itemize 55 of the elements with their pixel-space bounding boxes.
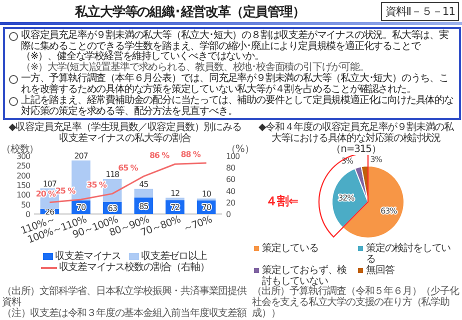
data-label: 63% [380,206,398,216]
text: 一方、予算執行調査（本年６月公表）では、同充足率が９割未満の私大等（私立大･短大）のうち、これを改善するための具体的な方策を策定していない私大等が４割を占めることが確認された。 [21,73,448,94]
text: 私立大学等の組織･経営改革（定員管理） [74,4,306,21]
legend-label: 策定しておらず、検討もしていない [262,265,348,287]
data-label: 3% [370,155,383,164]
data-label: 10 [202,190,212,199]
y2-tick-label: 20 [226,198,236,208]
y-tick-label: 150 [16,181,30,190]
data-label: 12 [170,188,180,198]
data-label: 118 [106,170,120,180]
y-tick-label: 100 [16,190,30,200]
legend-label: 策定の検討をしている [366,243,452,265]
y-axis-title: （校数） [1,143,39,155]
chart-title: ◆収容定員充足率（学生現員数／収容定員数）別にみる [8,122,242,133]
data-label: 207 [74,151,88,160]
y2-tick-label: 100 [226,152,240,161]
legend-label: 収支差マイナス校数の割合（右軸） [58,262,210,273]
bar [134,188,154,198]
data-label: 107 [42,179,57,188]
data-label: 85 [139,202,149,211]
data-label: 45 [139,180,149,189]
y2-tick-label: 80 [226,164,236,173]
y2-tick-label: 60 [226,175,236,184]
y-tick-label: 50 [21,200,31,210]
data-label: 88 % [180,150,201,159]
data-label: 32% [338,194,356,203]
chart-title: ◆令和４年度の収容定員充足率が９割未満の私大等における具体的な対応策の検討状況（n=315） [258,122,454,155]
data-label: 65 % [118,163,138,172]
legend-label: 収支差マイナス [55,251,121,262]
y-tick-label: 250 [16,162,30,171]
text: 資料Ⅱ－５－11 [381,2,459,21]
y2-tick-label: 0 [226,210,231,219]
y2-tick-label: 40 [226,186,236,196]
chart-subtitle: 収支差マイナスの私大等の割合 [58,133,192,144]
data-label: 70 [76,203,86,212]
data-label: 63 [108,204,118,213]
y-tick-label: 200 [16,171,30,180]
legend-label: 無回答 [366,265,394,276]
data-label: 35 % [86,180,107,190]
data-label: 25 % [55,186,76,196]
data-label: 72 [170,203,180,212]
data-label: 70 [202,203,212,212]
legend-label: 策定している [262,243,318,254]
x-tick-label: ～70% [182,214,214,236]
text: （※）大学(短大)設置基準で求められる、教員数、校地･校舎面積の引下げが可能。 [21,62,369,72]
data-label: 86 % [149,151,170,160]
y-tick-label: 300 [16,152,30,161]
text: （出所）予算執行調査（令和５年６月）（少子化社会を支える私立大学の支援の在り方（私学助成）） [252,286,460,319]
y-tick-label: 0 [26,210,30,219]
legend-label: 収支差ゼロ以上 [141,251,207,262]
text: （注）収支差は令和３年度の基本金組入前当年度収支差額 [2,308,248,319]
text: 上記を踏まえ、経常費補助金の配分に当たっては、補助の要件として定員規模適正化に向けた具体的な対応策の策定を求める等、配分方法を見直すべき。 [21,95,454,116]
text: ４割⇐ [266,194,299,208]
text: 収容定員充足率が９割未満の私大等（私立大･短大）の８割は収支差がマイナスの状況。私大等は、実際に集めることのできる学生数を踏まえ、学部の縮小･廃止により定員規模を適正化することで（※）、健全な学校経営を維持していくべきではないか。 [21,30,448,62]
text: （出所）文部科学省、日本私立学校振興・共済事業団提供資料 [2,286,248,308]
